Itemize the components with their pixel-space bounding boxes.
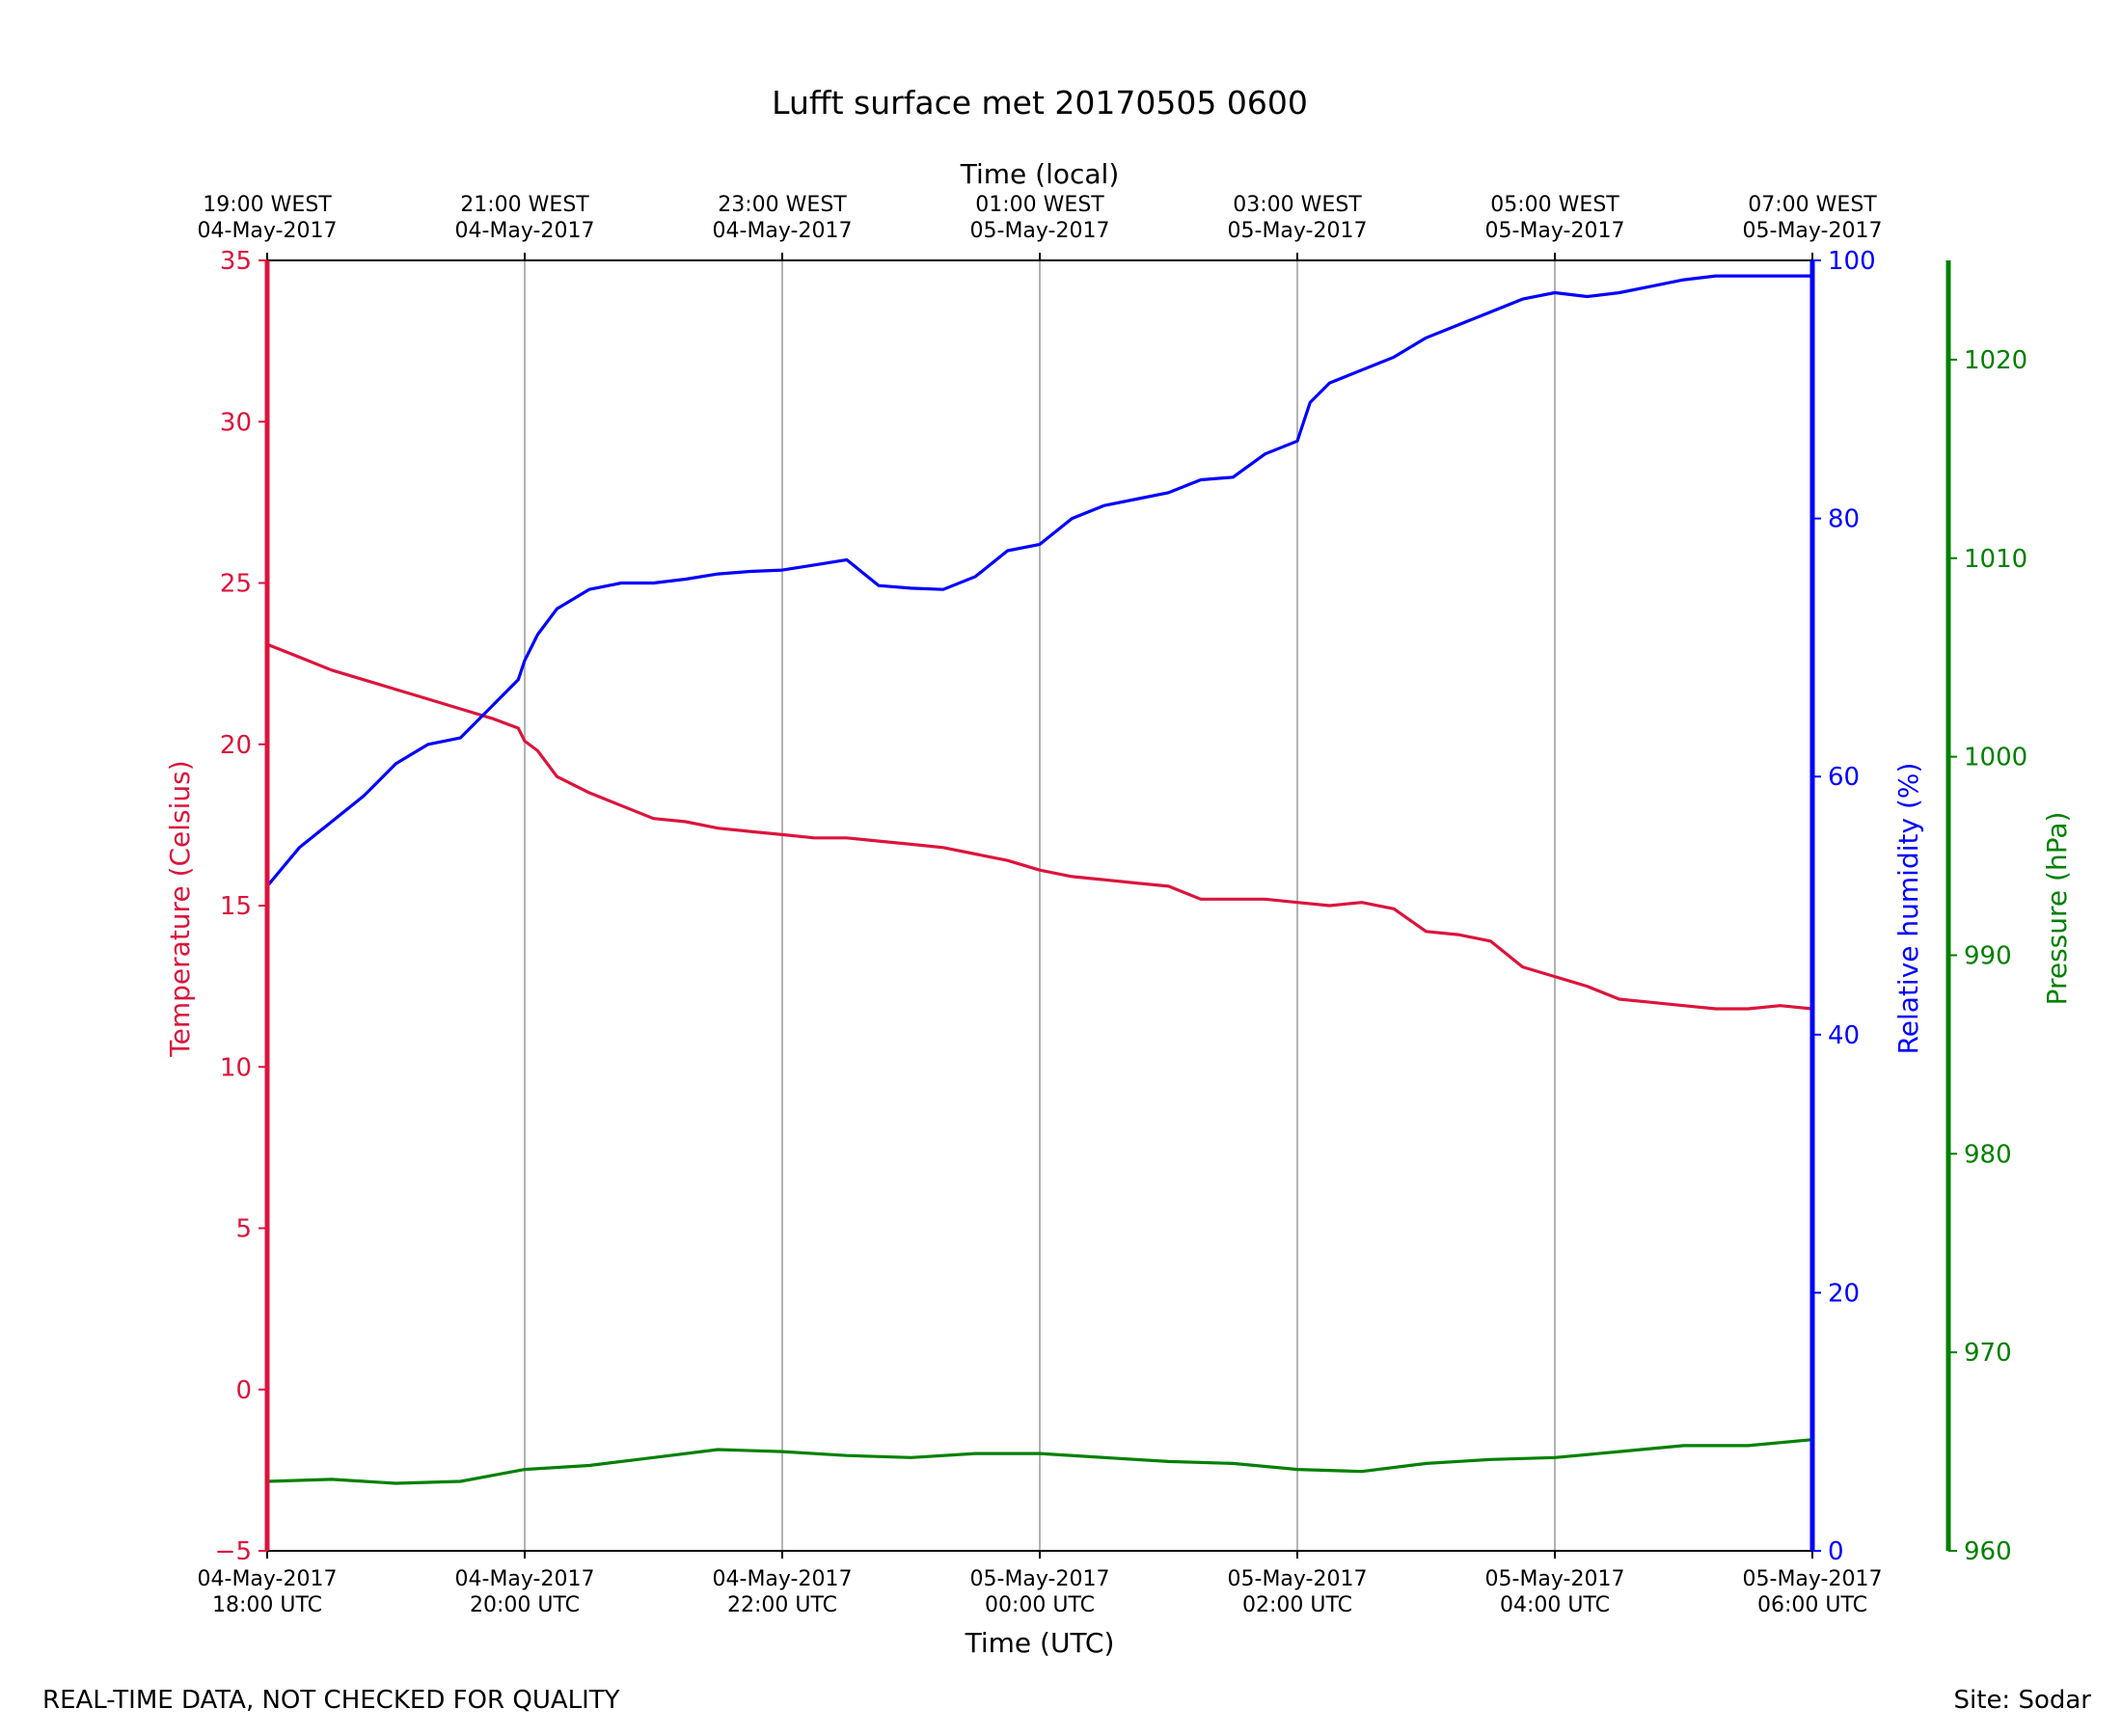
x-tick-label-bottom: 05-May-2017 06:00 UTC	[1743, 1567, 1883, 1617]
x-tick-label-local-date: 05-May-2017	[1228, 219, 1368, 243]
footer-site: Site: Sodar	[1953, 1686, 2091, 1715]
x-tick-label-date: 05-May-2017	[1228, 1567, 1368, 1591]
pressure-tick-label: 990	[1964, 941, 2012, 970]
humidity-tick-label: 100	[1828, 247, 1876, 276]
x-tick-label-local-date: 05-May-2017	[1743, 219, 1883, 243]
temperature-tick-label: −5	[215, 1537, 252, 1566]
x-tick-label-local-time: 21:00 WEST	[460, 193, 589, 217]
x-tick-label-local-date: 04-May-2017	[455, 219, 595, 243]
x-tick-label-local-time: 05:00 WEST	[1490, 193, 1619, 217]
x-tick-label-local-date: 05-May-2017	[970, 219, 1110, 243]
temperature-tick-label: 35	[220, 247, 252, 276]
x-tick-label-time: 02:00 UTC	[1242, 1593, 1352, 1617]
pressure-tick-label: 980	[1964, 1140, 2012, 1169]
x-tick-label-top: 07:00 WEST 05-May-2017	[1743, 193, 1883, 243]
x-tick-label-top: 03:00 WEST 05-May-2017	[1228, 193, 1368, 243]
chart-title: Lufft surface met 20170505 0600	[772, 84, 1308, 122]
x-tick-label-bottom: 04-May-2017 22:00 UTC	[713, 1567, 853, 1617]
series-layer	[265, 274, 1814, 1485]
x-tick-label-top: 23:00 WEST 04-May-2017	[713, 193, 853, 243]
y-axis-label-pressure: Pressure (hPa)	[2041, 812, 2073, 1006]
temperature-tick-label: 15	[220, 892, 252, 921]
y-axis-label-humidity: Relative humidity (%)	[1892, 763, 1924, 1055]
x-tick-label-bottom: 04-May-2017 18:00 UTC	[198, 1567, 338, 1617]
pressure-tick-label: 1000	[1964, 744, 2027, 773]
x-tick-label-bottom: 05-May-2017 04:00 UTC	[1485, 1567, 1625, 1617]
footer-quality-note: REAL-TIME DATA, NOT CHECKED FOR QUALITY	[42, 1686, 620, 1715]
temperature-tick-label: 5	[235, 1215, 252, 1244]
x-tick-label-time: 06:00 UTC	[1757, 1593, 1867, 1617]
humidity-tick-label: 40	[1828, 1021, 1860, 1050]
vertical-gridlines	[524, 260, 1556, 1551]
x-tick-label-local-date: 04-May-2017	[713, 219, 853, 243]
x-tick-label-local-date: 05-May-2017	[1485, 219, 1625, 243]
temperature-tick-label: 25	[220, 570, 252, 599]
x-tick-label-local-time: 01:00 WEST	[975, 193, 1104, 217]
x-tick-label-date: 04-May-2017	[198, 1567, 338, 1591]
x-tick-label-time: 22:00 UTC	[727, 1593, 837, 1617]
humidity-tick-label: 80	[1828, 505, 1860, 534]
x-tick-label-time: 04:00 UTC	[1500, 1593, 1610, 1617]
humidity-tick-label: 0	[1828, 1537, 1844, 1566]
pressure-tick-label: 1010	[1964, 545, 2027, 574]
x-tick-label-time: 18:00 UTC	[212, 1593, 322, 1617]
x-tick-label-date: 04-May-2017	[455, 1567, 595, 1591]
x-tick-label-time: 00:00 UTC	[985, 1593, 1095, 1617]
x-tick-label-local-time: 23:00 WEST	[718, 193, 847, 217]
x-tick-label-local-time: 19:00 WEST	[203, 193, 332, 217]
x-tick-label-bottom: 05-May-2017 00:00 UTC	[970, 1567, 1110, 1617]
x-tick-label-bottom: 05-May-2017 02:00 UTC	[1228, 1567, 1368, 1617]
pressure-tick-label: 960	[1964, 1537, 2012, 1566]
humidity-tick-label: 20	[1828, 1279, 1860, 1308]
x-tick-label-time: 20:00 UTC	[470, 1593, 580, 1617]
x-tick-label-top: 05:00 WEST 05-May-2017	[1485, 193, 1625, 243]
temperature-tick-label: 10	[220, 1053, 252, 1082]
temperature-tick-label: 30	[220, 408, 252, 437]
humidity-series-line	[265, 274, 1814, 888]
x-tick-label-date: 05-May-2017	[1743, 1567, 1883, 1591]
x-tick-label-top: 21:00 WEST 04-May-2017	[455, 193, 595, 243]
pressure-series-line	[265, 1438, 1814, 1485]
temperature-tick-label: 20	[220, 731, 252, 760]
x-tick-label-date: 05-May-2017	[970, 1567, 1110, 1591]
humidity-tick-label: 60	[1828, 763, 1860, 792]
temperature-tick-label: 0	[235, 1376, 252, 1405]
x-tick-label-date: 05-May-2017	[1485, 1567, 1625, 1591]
pressure-tick-label: 970	[1964, 1339, 2012, 1368]
x-tick-label-date: 04-May-2017	[713, 1567, 853, 1591]
x-tick-label-local-date: 04-May-2017	[198, 219, 338, 243]
y-axis-label-temperature: Temperature (Celsius)	[164, 760, 196, 1057]
x-tick-label-local-time: 03:00 WEST	[1233, 193, 1362, 217]
x-axis-label-bottom: Time (UTC)	[965, 1627, 1115, 1659]
x-tick-label-bottom: 04-May-2017 20:00 UTC	[455, 1567, 595, 1617]
x-tick-label-top: 01:00 WEST 05-May-2017	[970, 193, 1110, 243]
x-axis-label-top: Time (local)	[960, 158, 1120, 190]
pressure-tick-label: 1020	[1964, 346, 2027, 375]
temperature-series-line	[265, 642, 1814, 1011]
x-tick-label-local-time: 07:00 WEST	[1748, 193, 1877, 217]
x-tick-label-top: 19:00 WEST 04-May-2017	[198, 193, 338, 243]
